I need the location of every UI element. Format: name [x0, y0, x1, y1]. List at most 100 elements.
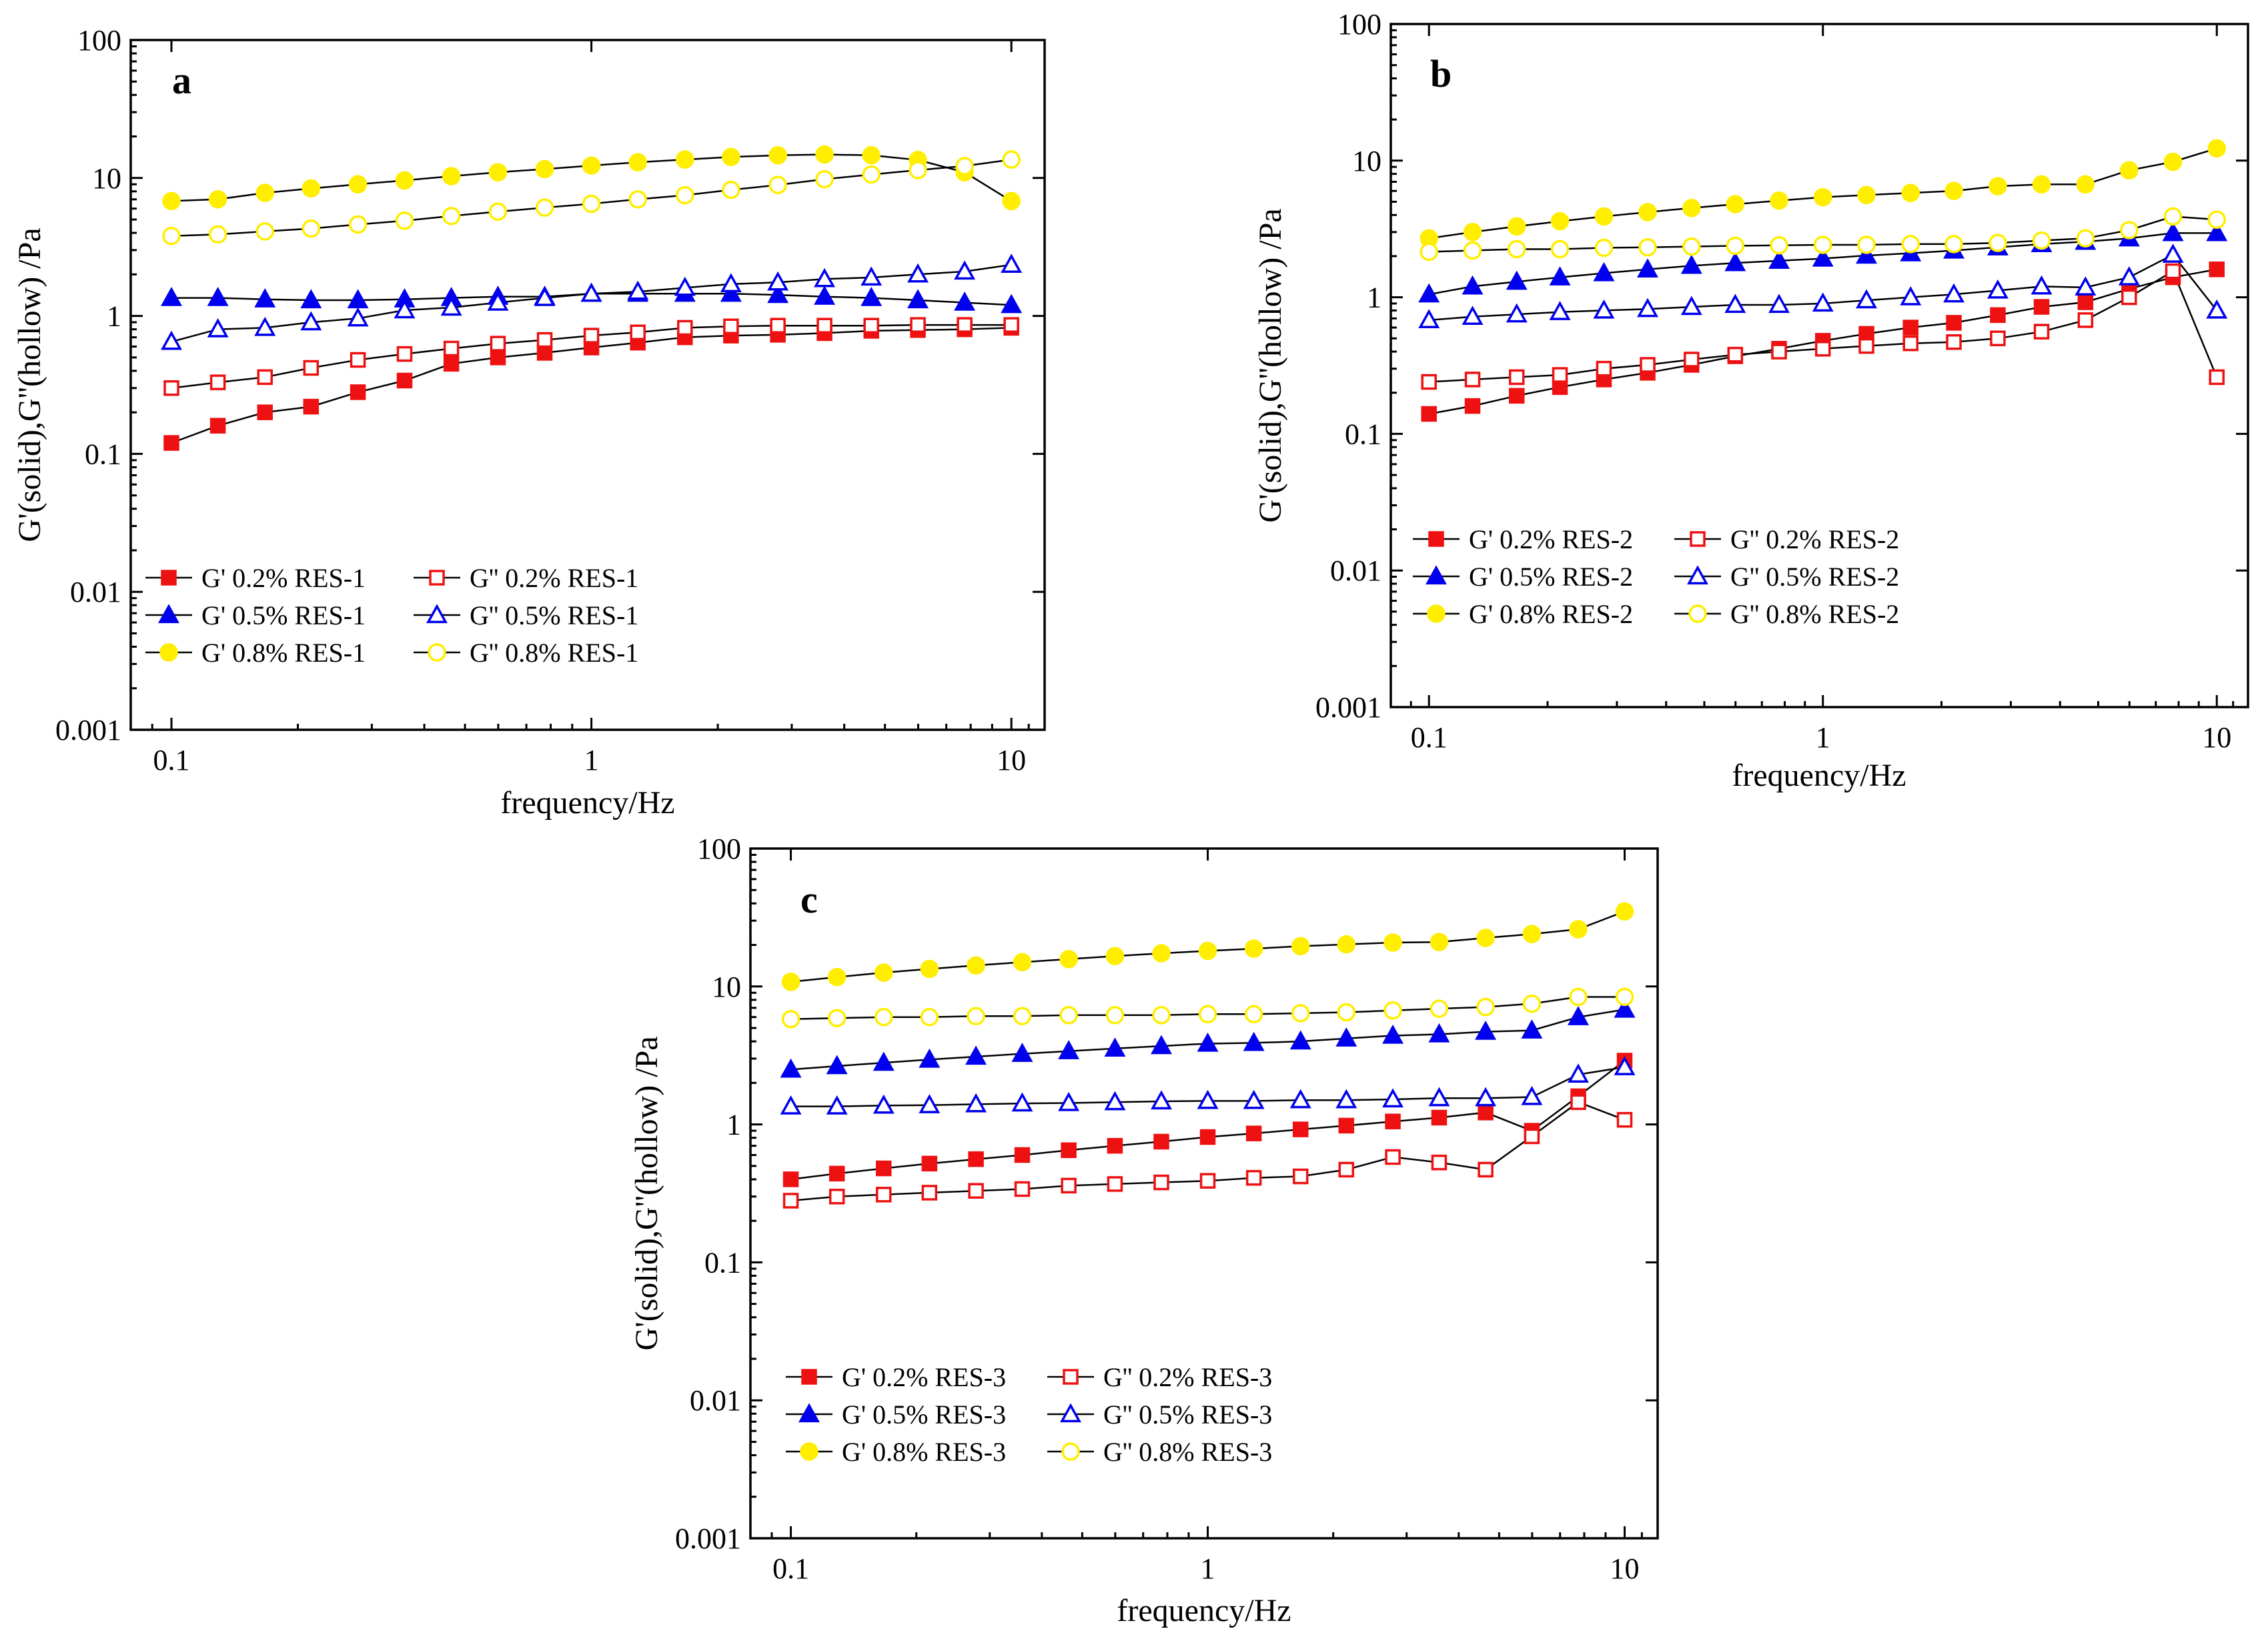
data-point: [1812, 292, 1834, 312]
data-point: [2031, 275, 2053, 295]
data-point: [1944, 181, 1963, 200]
y-tick-label: 100: [1337, 8, 1381, 41]
legend-marker: [798, 1403, 820, 1423]
data-point: [919, 1094, 941, 1113]
data-point: [1107, 1137, 1123, 1154]
plot-frame: [1389, 23, 2249, 708]
data-point: [1990, 307, 2006, 324]
data-point: [1152, 1005, 1171, 1025]
data-point: [1682, 237, 1701, 256]
data-point: [161, 330, 182, 350]
data-point: [2209, 369, 2225, 386]
data-point: [1011, 1092, 1033, 1112]
legend: G' 0.2% RES-3 G'' 0.2% RES-3 G' 0.5% RES-3…: [786, 1362, 1272, 1467]
legend-marker: [426, 604, 448, 624]
data-point: [1550, 239, 1570, 259]
legend: G' 0.2% RES-2 G'' 0.2% RES-2 G' 0.5% RES-2…: [1413, 524, 1899, 629]
data-point: [535, 198, 554, 217]
data-point: [1198, 1005, 1217, 1024]
data-point: [535, 159, 554, 179]
data-point: [875, 1007, 893, 1027]
data-point: [876, 1187, 892, 1203]
data-point: [1001, 294, 1023, 314]
data-point: [828, 1188, 845, 1205]
data-point: [873, 1094, 895, 1114]
y-tick-label: 10: [712, 971, 741, 1003]
legend-marker: [1063, 1369, 1079, 1385]
data-point: [1107, 1176, 1123, 1192]
data-point: [1431, 1109, 1448, 1126]
data-point: [2033, 324, 2050, 340]
series-group: [1418, 139, 2228, 422]
y-tick-label: 0.001: [675, 1522, 741, 1555]
data-point: [1058, 1091, 1080, 1111]
data-point: [303, 360, 320, 376]
legend-label: G' 0.8% RES-2: [1469, 599, 1633, 629]
data-point: [1476, 929, 1495, 947]
data-point: [1430, 933, 1449, 951]
legend-marker: [800, 1442, 818, 1461]
data-point: [394, 299, 416, 319]
data-point: [1522, 925, 1542, 943]
data-point: [1593, 261, 1615, 282]
data-point: [1987, 279, 2009, 299]
data-point: [350, 384, 366, 400]
data-point: [1943, 283, 1965, 303]
data-point: [1002, 150, 1021, 169]
data-point: [300, 311, 322, 331]
y-tick-label: 0.01: [70, 576, 121, 608]
data-point: [1244, 1005, 1263, 1024]
data-point: [1594, 238, 1614, 257]
data-point: [1638, 237, 1657, 257]
data-point: [1338, 1117, 1355, 1134]
data-point: [767, 284, 789, 304]
axis-ticks: 0.001 0.01 0.1 1 10 100 0.1 1 10: [675, 833, 1658, 1585]
legend-marker: [1688, 604, 1707, 623]
data-point: [1946, 334, 1962, 350]
data-point: [580, 282, 602, 302]
data-point: [1382, 1088, 1404, 1108]
data-point: [1418, 309, 1440, 329]
legend-marker: [428, 643, 446, 662]
data-point: [767, 271, 789, 291]
data-point: [1475, 1021, 1497, 1040]
data-point: [1428, 1023, 1450, 1043]
data-point: [347, 307, 369, 327]
data-point: [2206, 221, 2228, 241]
axis-ticks: 0.001 0.01 0.1 1 10 100 0.1 1 10: [55, 24, 1045, 776]
data-point: [442, 207, 461, 225]
data-point: [1614, 998, 1636, 1018]
data-point: [1199, 1129, 1216, 1145]
data-point: [1058, 1040, 1080, 1059]
data-point: [2163, 152, 2183, 171]
data-point: [1338, 1161, 1355, 1178]
data-point: [1335, 1089, 1357, 1109]
data-point: [207, 287, 229, 306]
data-point: [674, 276, 696, 296]
data-point: [1013, 953, 1032, 972]
data-point: [1385, 1149, 1401, 1165]
data-point: [676, 185, 694, 205]
data-point: [347, 289, 369, 309]
data-point: [1569, 987, 1588, 1007]
data-point: [1813, 187, 1832, 207]
data-point: [1857, 235, 1876, 254]
data-point: [1430, 999, 1449, 1018]
data-point: [910, 317, 926, 333]
legend-label: G' 0.8% RES-1: [201, 638, 366, 668]
data-point: [1478, 1104, 1494, 1121]
legend-label: G'' 0.5% RES-1: [470, 600, 638, 630]
x-tick-label: 10: [2202, 721, 2231, 754]
data-point: [254, 316, 276, 336]
data-point: [255, 183, 274, 202]
data-point: [1682, 199, 1701, 217]
data-point: [488, 163, 508, 181]
series-group: [161, 145, 1023, 451]
data-point: [396, 372, 413, 389]
series-group: [780, 902, 1636, 1209]
data-point: [1616, 1111, 1633, 1128]
data-point: [2118, 266, 2140, 286]
data-point: [826, 1095, 848, 1115]
data-point: [161, 287, 182, 306]
axis-ticks: 0.001 0.01 0.1 1 10 100 0.1 1 10: [1315, 8, 2248, 754]
